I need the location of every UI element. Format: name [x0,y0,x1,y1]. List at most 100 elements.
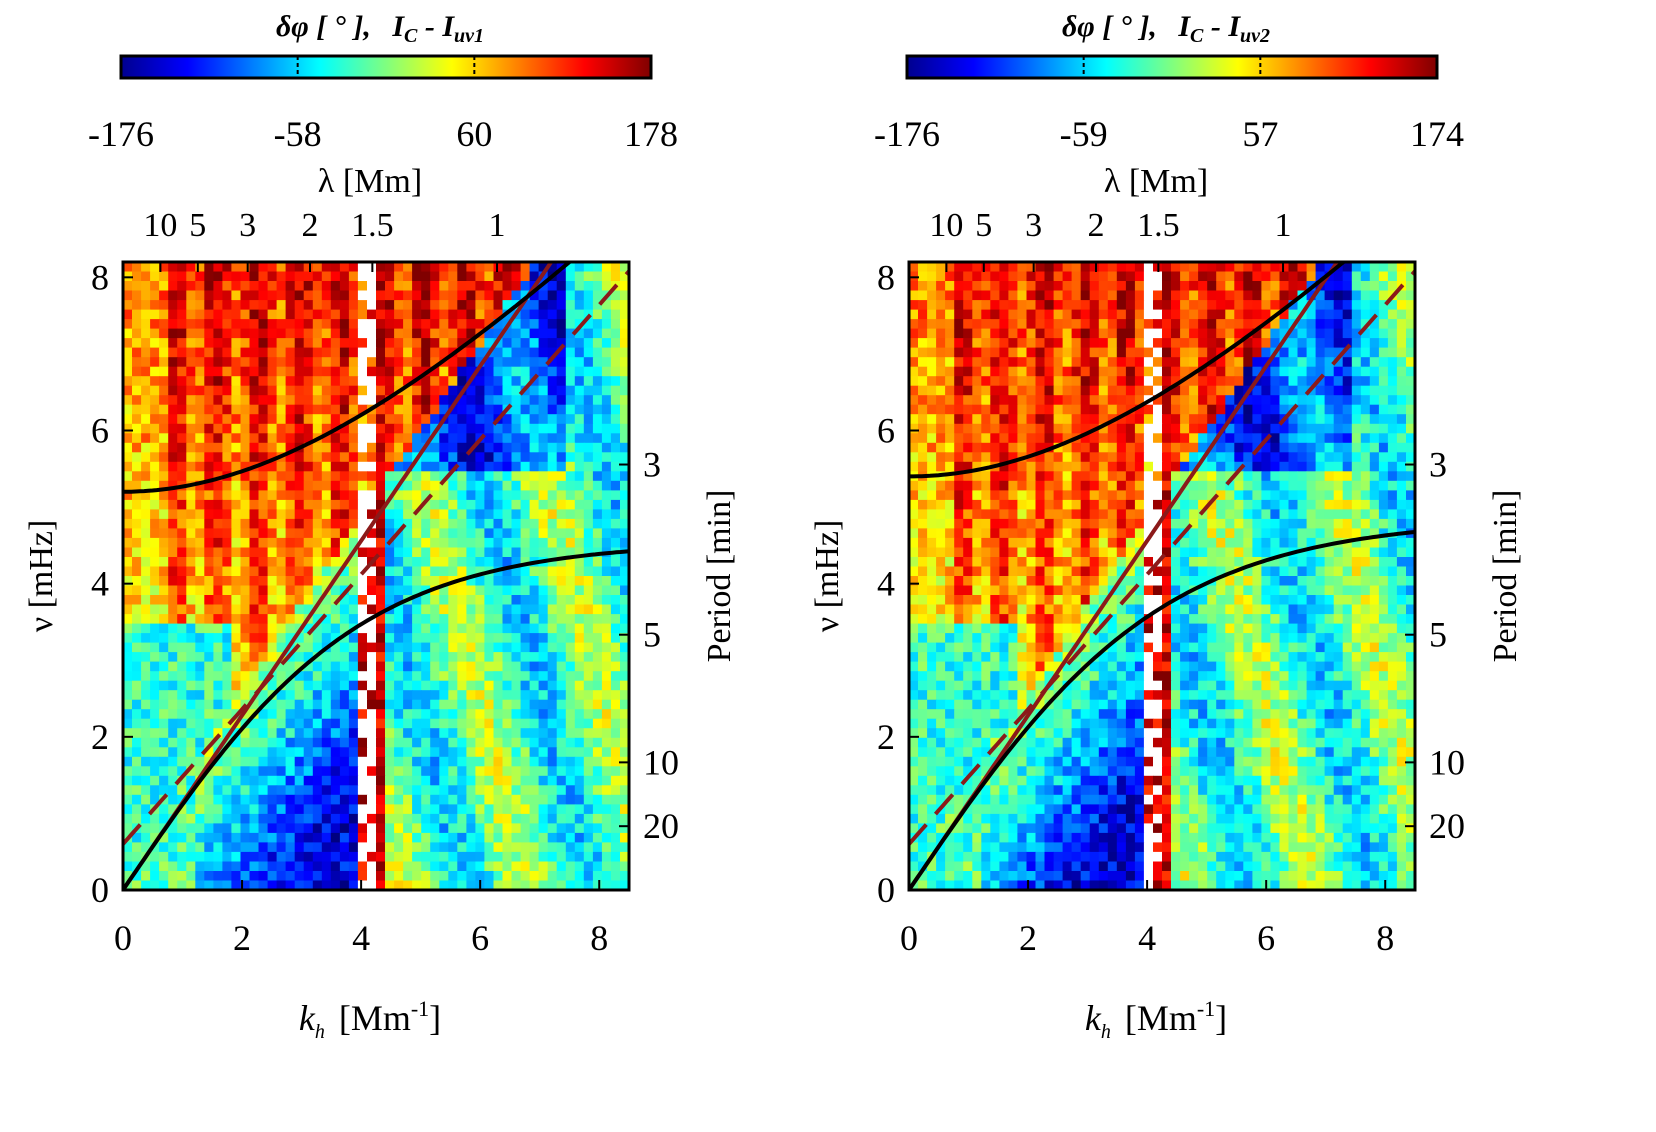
heatmap-cell [1297,328,1308,339]
heatmap-cell [430,595,440,606]
heatmap-cell [312,537,323,548]
heatmap-cell [195,880,205,890]
heatmap-cell [610,490,621,501]
heatmap-cell [583,347,594,358]
heatmap-cell [1261,461,1271,472]
heatmap-cell [1098,461,1109,472]
heatmap-cell [1180,357,1190,368]
heatmap-cell [294,680,305,691]
heatmap-cell [168,671,178,682]
heatmap-cell [1252,309,1262,320]
heatmap-cell [610,395,621,406]
heatmap-cell [439,585,449,596]
heatmap-cell [1387,433,1398,444]
heatmap-cell [583,718,594,729]
heatmap-cell [990,452,1000,463]
heatmap-cell [403,290,413,301]
heatmap-cell [1360,290,1371,301]
heatmap-cell [1360,423,1371,434]
heatmap-cell [538,414,549,425]
heatmap-cell [339,709,350,720]
heatmap-cell [1189,347,1199,358]
heatmap-cell [330,851,341,862]
heatmap-cell [918,281,928,292]
heatmap-cell [412,300,422,311]
heatmap-cell [1053,338,1064,349]
heatmap-cell [276,442,287,453]
heatmap-cell [927,442,937,453]
heatmap-cell [330,442,341,453]
heatmap-cell [330,557,341,568]
heatmap-cell [448,823,458,834]
heatmap-cell [1369,357,1380,368]
heatmap-cell [529,300,540,311]
heatmap-cell [457,775,467,786]
heatmap-cell [1279,452,1290,463]
heatmap-cell [240,623,251,634]
heatmap-cell [547,423,558,434]
heatmap-cell [1107,366,1118,377]
heatmap-cell [222,794,232,805]
heatmap-cell [394,404,404,415]
heatmap-cell [222,775,232,786]
heatmap-cell [448,747,458,758]
heatmap-cell [620,614,629,625]
heatmap-cell [1342,281,1353,292]
heatmap-cell [457,404,467,415]
heatmap-cell [267,595,278,606]
heatmap-cell [1017,385,1027,396]
heatmap-cell [421,433,431,444]
heatmap-cell [583,614,594,625]
heatmap-cell [1062,376,1073,387]
heatmap-cell [466,309,476,320]
heatmap-cell [330,290,341,301]
heatmap-cell [1044,347,1055,358]
heatmap-cell [222,557,232,568]
heatmap-cell [1288,452,1299,463]
heatmap-cell [412,537,422,548]
heatmap-cell [132,737,142,748]
heatmap-cell [484,338,494,349]
heatmap-cell [385,357,395,368]
heatmap-cell [439,851,449,862]
heatmap-cell [502,585,513,596]
heatmap-cell [403,309,413,320]
heatmap-cell [1369,347,1380,358]
heatmap-cell [448,547,458,558]
heatmap-cell [601,376,612,387]
heatmap-cell [583,537,594,548]
heatmap-cell [511,262,522,273]
heatmap-cell [240,690,251,701]
heatmap-cell [990,290,1000,301]
heatmap-cell [294,395,305,406]
heatmap-cell [177,804,187,815]
heatmap-cell [1125,414,1136,425]
heatmap-cell [276,357,287,368]
heatmap-cell [466,604,476,615]
heatmap-cell [1044,414,1055,425]
heatmap-cell [981,319,991,330]
heatmap-cell [339,671,350,682]
heatmap-cell [276,842,287,853]
heatmap-cell [132,338,142,349]
heatmap-cell [601,281,612,292]
heatmap-cell [231,328,241,339]
heatmap-cell [430,623,440,634]
heatmap-cell [439,623,449,634]
heatmap-cell [601,328,612,339]
heatmap-cell [186,547,196,558]
heatmap-cell [195,376,205,387]
heatmap-cell [1351,395,1362,406]
heatmap-cell [339,756,350,767]
heatmap-cell [123,576,133,587]
heatmap-cell [321,480,332,491]
heatmap-cell [195,461,205,472]
heatmap-cell [367,880,377,890]
heatmap-cell [439,537,449,548]
heatmap-cell [141,537,151,548]
heatmap-cell [484,357,494,368]
heatmap-cell [403,271,413,282]
heatmap-cell [339,851,350,862]
heatmap-cell [610,357,621,368]
heatmap-cell [927,281,937,292]
